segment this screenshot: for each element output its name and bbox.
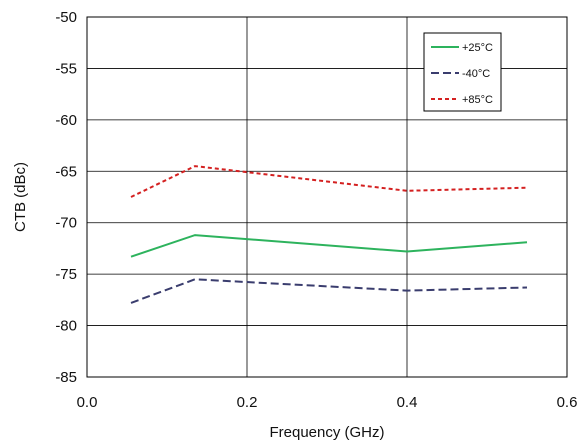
series-line [130,278,528,304]
y-tick-label: -55 [55,60,77,77]
legend: +25°C -40°C +85°C [423,32,502,112]
y-axis-ticks: -50 -55 -60 -65 -70 -75 -80 -85 [55,9,77,386]
series-line [130,165,528,198]
y-tick-label: -60 [55,112,77,129]
y-tick-label: -70 [55,215,77,232]
legend-label: +25°C [462,42,493,54]
series-line [130,234,528,258]
series-group [130,165,528,304]
y-tick-label: -80 [55,318,77,335]
y-tick-label: -75 [55,266,77,283]
y-axis-title: CTB (dBc) [12,162,29,232]
y-tick-label: -50 [55,9,77,26]
x-tick-label: 0.0 [77,394,98,411]
x-tick-label: 0.4 [397,394,418,411]
y-tick-label: -85 [55,369,77,386]
x-tick-label: 0.6 [557,394,578,411]
x-axis-ticks: 0.0 0.2 0.4 0.6 [77,394,578,411]
y-tick-label: -65 [55,163,77,180]
legend-label: -40°C [462,68,490,80]
legend-label: +85°C [462,94,493,106]
x-axis-title: Frequency (GHz) [269,424,384,441]
x-tick-label: 0.2 [237,394,258,411]
